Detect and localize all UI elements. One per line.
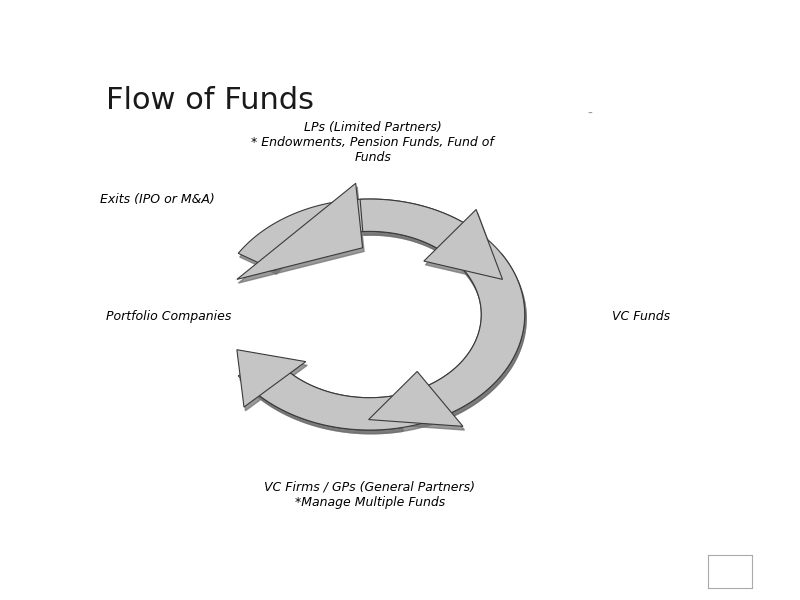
Text: UNIVERSITY: UNIVERSITY [24,572,76,581]
Polygon shape [369,371,463,427]
Polygon shape [237,350,306,407]
Polygon shape [426,213,504,283]
Polygon shape [240,203,526,434]
Text: Portfolio Companies: Portfolio Companies [106,310,231,323]
Text: LPs (Limited Partners)
* Endowments, Pension Funds, Fund of
Funds: LPs (Limited Partners) * Endowments, Pen… [251,121,494,164]
Polygon shape [238,187,364,283]
Polygon shape [240,203,464,274]
Polygon shape [238,353,307,411]
Polygon shape [262,377,403,434]
Text: BOSTON: BOSTON [26,558,74,568]
Text: -: - [587,107,592,121]
Polygon shape [237,183,362,280]
Polygon shape [238,199,462,271]
Text: VC Funds: VC Funds [611,310,670,323]
Polygon shape [260,373,402,430]
Polygon shape [370,375,465,430]
Text: VC Firms / GPs (General Partners)
*Manage Multiple Funds: VC Firms / GPs (General Partners) *Manag… [264,481,475,509]
Polygon shape [238,199,525,430]
Text: Flow of Funds: Flow of Funds [106,86,314,115]
Polygon shape [430,253,525,412]
Polygon shape [430,257,526,416]
Text: Exits (IPO or M&A): Exits (IPO or M&A) [100,193,214,206]
Polygon shape [424,209,502,280]
